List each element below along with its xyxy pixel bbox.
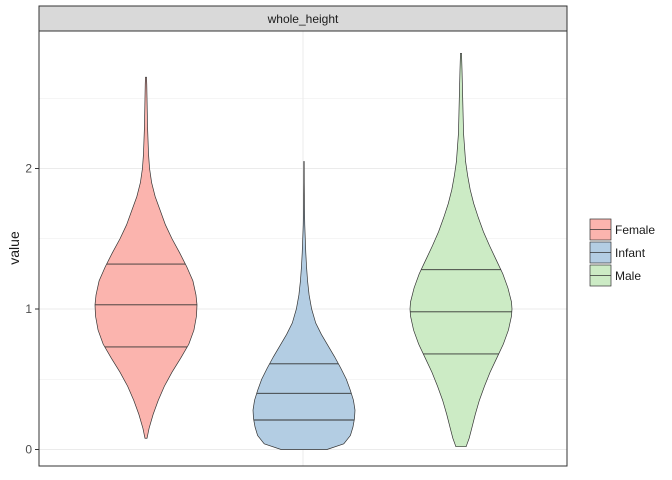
facet-strip-label: whole_height: [267, 12, 339, 26]
plot-panel-border: [38, 30, 568, 467]
legend-item-female: Female: [589, 218, 655, 241]
legend: Female Infant Male: [589, 218, 655, 287]
violin-female: [94, 76, 198, 439]
violin-male: [409, 52, 513, 448]
violin-body: [94, 76, 198, 439]
legend-label: Infant: [615, 246, 646, 260]
y-axis: 0 1 2: [25, 162, 39, 457]
y-tick-label: 2: [25, 162, 32, 176]
violins: [94, 52, 513, 450]
facet-strip: whole_height: [38, 5, 568, 32]
violin-body: [409, 52, 513, 448]
violin-infant: [252, 161, 356, 450]
legend-item-infant: Infant: [589, 241, 646, 264]
y-tick-label: 0: [25, 443, 32, 457]
y-tick-label: 1: [25, 302, 32, 316]
facet-strip-background: [38, 5, 568, 32]
violin-body: [252, 161, 356, 450]
legend-item-male: Male: [589, 264, 641, 287]
y-axis-title: value: [6, 231, 22, 265]
legend-label: Female: [615, 223, 655, 237]
legend-label: Male: [615, 269, 641, 283]
